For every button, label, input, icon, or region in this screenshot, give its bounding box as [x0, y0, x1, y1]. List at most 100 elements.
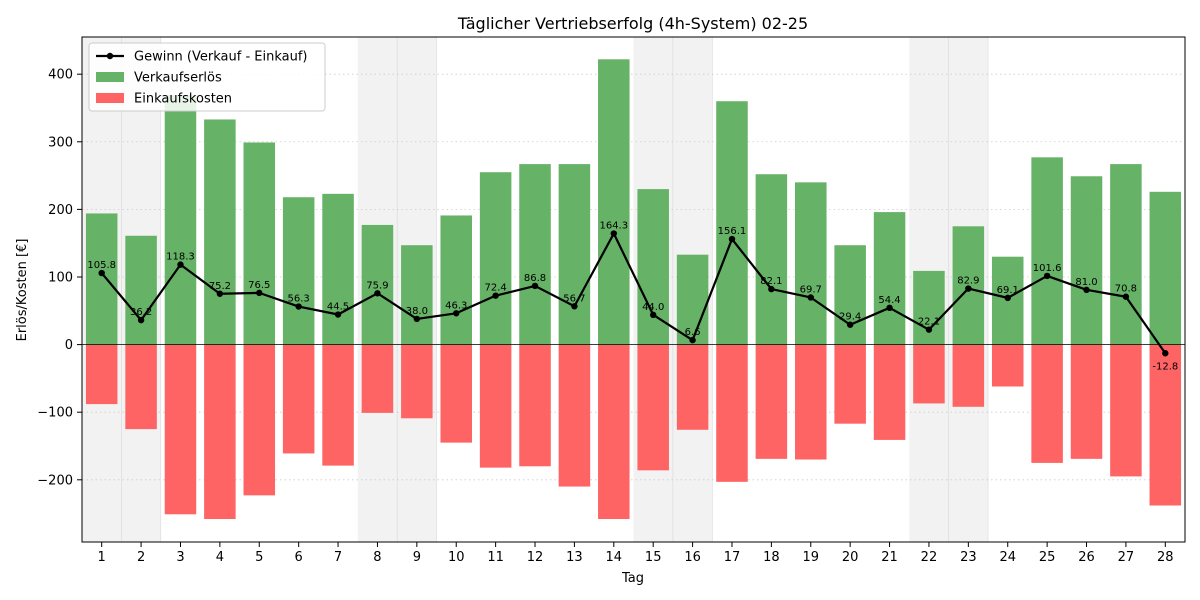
x-tick-label: 4 — [216, 550, 224, 565]
profit-point — [374, 290, 381, 297]
profit-point — [965, 285, 972, 292]
profit-point — [413, 315, 421, 323]
revenue-bar — [282, 197, 315, 345]
revenue-bar — [204, 119, 236, 345]
profit-data-label: 164.3 — [599, 221, 628, 232]
profit-point — [177, 261, 184, 268]
cost-bar — [558, 344, 591, 487]
cost-bar — [361, 344, 394, 413]
cost-bar — [952, 344, 985, 407]
cost-bar — [125, 344, 157, 430]
legend-label: Verkaufserlös — [134, 71, 222, 86]
cost-bar — [401, 344, 433, 419]
cost-bar — [1070, 344, 1103, 459]
profit-point — [768, 285, 775, 293]
cost-bar — [85, 344, 118, 405]
profit-point — [689, 336, 696, 344]
revenue-bar — [1031, 157, 1063, 345]
profit-point — [1004, 294, 1011, 302]
cost-bar — [755, 344, 788, 459]
profit-data-label: 118.3 — [166, 252, 195, 263]
profit-point — [1083, 286, 1090, 294]
revenue-bars — [85, 59, 1182, 345]
profit-point — [492, 292, 499, 299]
revenue-bar — [716, 101, 748, 345]
cost-bar — [834, 344, 866, 424]
x-tick-label: 3 — [176, 550, 184, 565]
revenue-bar — [598, 59, 630, 345]
revenue-bar — [401, 245, 433, 345]
profit-data-label: 156.1 — [718, 226, 747, 237]
x-tick-label: 26 — [1078, 550, 1095, 565]
x-tick-label: 22 — [921, 550, 938, 565]
chart-title: Täglicher Vertriebserfolg (4h-System) 02… — [457, 14, 808, 33]
x-tick-label: 10 — [448, 550, 465, 565]
profit-data-label: 56.7 — [563, 293, 585, 304]
profit-data-label: -12.8 — [1152, 361, 1178, 372]
profit-data-label: 69.7 — [800, 284, 822, 295]
profit-data-label: 75.9 — [366, 280, 388, 291]
legend-bar-swatch — [96, 72, 124, 82]
x-axis-label: Tag — [621, 571, 644, 586]
y-tick-label: 100 — [48, 270, 73, 285]
cost-bar — [243, 344, 276, 496]
revenue-bar — [676, 254, 709, 345]
revenue-bar — [361, 224, 394, 345]
profit-point — [216, 290, 224, 297]
y-tick-label: 0 — [65, 338, 73, 353]
profit-point — [1043, 272, 1051, 280]
profit-point — [571, 303, 578, 310]
x-tick-label: 6 — [295, 550, 303, 565]
profit-data-label: 76.5 — [248, 280, 270, 291]
x-tick-label: 27 — [1118, 550, 1135, 565]
revenue-bar — [243, 142, 276, 345]
profit-point — [728, 235, 736, 243]
x-tick-label: 1 — [98, 550, 106, 565]
x-tick-label: 23 — [960, 550, 977, 565]
x-axis: 1 2 3 4 5 6 7 8 9 10 11 12 13 14 15 16 17 18 19 20 21 22 23 24 2… — [98, 542, 1174, 565]
x-tick-label: 17 — [724, 550, 741, 565]
cost-bar — [282, 344, 315, 454]
revenue-bar — [85, 213, 118, 345]
cost-bar — [322, 344, 354, 466]
y-tick-label: −200 — [37, 473, 73, 488]
cost-bar — [676, 344, 709, 430]
revenue-bar — [834, 245, 866, 345]
cost-bar — [598, 344, 630, 520]
profit-point — [531, 282, 539, 290]
legend-bar-swatch — [96, 93, 124, 103]
profit-point — [334, 311, 342, 318]
x-tick-label: 19 — [802, 550, 819, 565]
revenue-bar — [558, 164, 591, 345]
profit-data-label: 81.0 — [1075, 277, 1097, 288]
profit-data-label: 46.3 — [445, 300, 467, 311]
revenue-bar — [519, 164, 551, 345]
profit-point — [610, 230, 618, 237]
y-tick-label: 300 — [48, 135, 73, 150]
profit-line — [98, 230, 1169, 357]
profit-point — [886, 304, 893, 312]
profit-point — [453, 310, 460, 317]
revenue-bar — [1110, 164, 1142, 345]
cost-bar — [795, 344, 827, 460]
profit-data-label: 70.8 — [1115, 284, 1137, 295]
x-tick-label: 5 — [255, 550, 263, 565]
x-tick-label: 8 — [373, 550, 381, 565]
profit-data-label: 101.6 — [1033, 263, 1062, 274]
cost-bar — [991, 344, 1024, 387]
plot-border — [81, 36, 1186, 543]
profit-data-label: 72.4 — [484, 283, 506, 294]
profit-data-label: 56.3 — [288, 294, 310, 305]
profit-data-label: 6.6 — [685, 327, 701, 338]
revenue-bar — [873, 212, 906, 345]
legend-box — [88, 42, 326, 112]
profit-point — [846, 321, 854, 328]
x-tick-label: 16 — [684, 550, 701, 565]
x-tick-label: 13 — [566, 550, 583, 565]
plot-frame — [81, 36, 1186, 543]
cost-bar — [440, 344, 472, 443]
profit-point — [256, 289, 263, 297]
x-tick-label: 14 — [606, 550, 623, 565]
y-axis: −200 −100 0 100 200 300 400 — [37, 68, 82, 488]
